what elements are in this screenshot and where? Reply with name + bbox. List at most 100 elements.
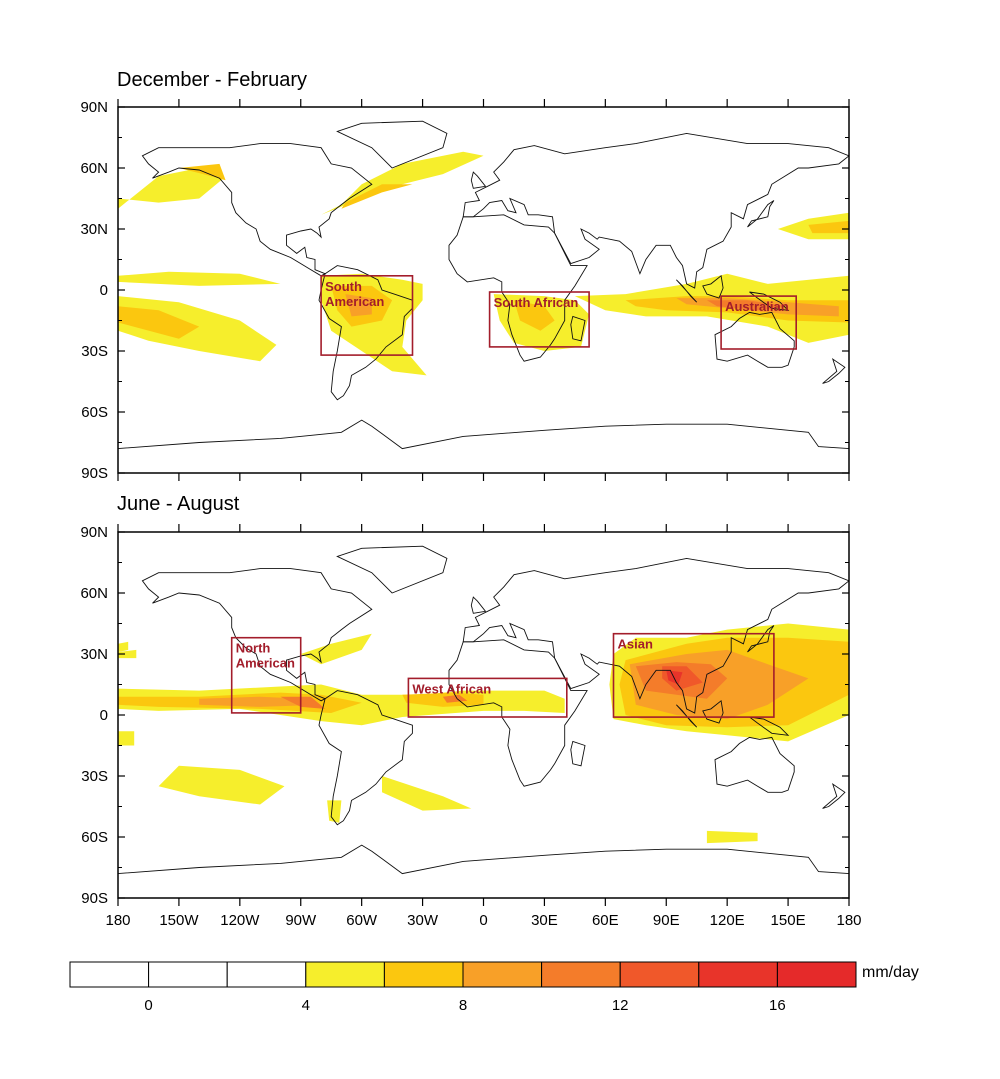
coastline	[747, 200, 775, 228]
coastline	[141, 143, 373, 277]
coastlines-jja	[118, 545, 849, 898]
colorbar-swatch	[462, 961, 543, 988]
precip-field	[514, 300, 555, 331]
coastline	[749, 291, 790, 311]
panel-title-jja: June - August	[117, 493, 240, 515]
precip-field	[118, 168, 224, 209]
colorbar-tick-label: 4	[302, 997, 310, 1014]
region-label-south-african: South African	[494, 295, 579, 310]
region-label-west-african: West African	[412, 681, 491, 696]
colorbar-swatch	[383, 961, 464, 988]
lat-tick-label: 60S	[81, 404, 108, 421]
precip-field	[345, 294, 372, 317]
colorbar-units: mm/day	[862, 964, 919, 981]
precip-field	[118, 271, 281, 286]
region-box-west-african	[407, 677, 568, 718]
precip-field	[158, 765, 285, 805]
colorbar-tick-label: 16	[769, 997, 786, 1014]
lat-tick-label: 90S	[81, 890, 108, 907]
precip-field	[300, 633, 372, 665]
colorbar-swatch	[541, 961, 621, 988]
colorbar-swatch	[148, 961, 228, 988]
coastline	[448, 639, 588, 787]
colorbar-swatch	[776, 961, 857, 988]
precip-field	[118, 731, 135, 746]
precip-field	[118, 649, 137, 659]
colorbar-swatch	[305, 961, 385, 988]
lat-tick-label: 60S	[81, 829, 108, 846]
precip-field	[706, 300, 789, 311]
region-box-south-american	[320, 274, 414, 356]
precip-field	[118, 641, 129, 652]
lon-tick-label: 150W	[159, 912, 199, 929]
lon-tick-label: 180	[836, 912, 861, 929]
lat-tick-label: 60N	[80, 160, 108, 177]
region-box-australian	[720, 295, 797, 350]
coastline	[318, 690, 413, 826]
coastline	[822, 357, 846, 384]
precip-field	[442, 694, 468, 703]
coastline	[714, 736, 795, 793]
lat-tick-label: 90N	[80, 524, 108, 541]
precip-field	[321, 151, 484, 215]
panel-title-djf: December - February	[117, 69, 307, 91]
lat-tick-label: 0	[100, 707, 108, 724]
lon-tick-label: 30W	[407, 912, 439, 929]
region-box-north-american	[230, 636, 302, 714]
coastline	[570, 740, 586, 767]
lon-tick-label: 90E	[653, 912, 680, 929]
coastline	[118, 419, 849, 473]
coastline	[676, 279, 698, 303]
lat-tick-label: 60N	[80, 585, 108, 602]
colorbar-swatch	[226, 961, 307, 988]
lon-tick-label: 0	[479, 912, 487, 929]
precip-field	[327, 800, 342, 823]
coastline	[676, 704, 698, 728]
region-box-asian	[612, 632, 775, 718]
colorbar-tick-label: 12	[612, 997, 629, 1014]
region-label-north-american: North American	[236, 641, 295, 671]
coastline	[570, 315, 586, 342]
lat-tick-label: 90N	[80, 99, 108, 116]
coastline	[336, 545, 448, 594]
map-panel-djf: South American South African Australian 90N…	[80, 99, 850, 482]
colorbar-tick-label: 0	[144, 997, 152, 1014]
precip-field	[280, 696, 326, 709]
precip-field	[341, 184, 413, 209]
colorbar: 0 4 8 12 16	[69, 961, 857, 1014]
region-label-asian: Asian	[618, 637, 653, 652]
region-label-south-american: South American	[325, 279, 384, 309]
colorbar-tick-label: 8	[459, 997, 467, 1014]
lat-tick-label: 30S	[81, 768, 108, 785]
precip-field	[118, 306, 200, 339]
coastline	[118, 844, 849, 898]
lon-tick-label: 180	[105, 912, 130, 929]
coastline	[462, 557, 849, 714]
lon-tick-label: 90W	[285, 912, 317, 929]
coastline	[448, 214, 588, 362]
lon-tick-label: 150E	[771, 912, 806, 929]
lon-tick-label: 120W	[220, 912, 260, 929]
map-panel-jja: North American West African Asian 90N 60N 30N…	[80, 524, 862, 929]
coastline	[470, 171, 487, 189]
lon-tick-label: 30E	[531, 912, 558, 929]
coastline	[318, 265, 413, 401]
precip-field	[382, 776, 472, 811]
coastline	[747, 625, 775, 653]
lat-tick-label: 90S	[81, 465, 108, 482]
coastline	[702, 699, 724, 724]
coastline	[462, 132, 849, 289]
coastline	[822, 782, 846, 809]
lon-tick-label: 120E	[710, 912, 745, 929]
lat-tick-label: 30N	[80, 646, 108, 663]
colorbar-swatch	[69, 961, 150, 988]
coastlines-djf	[118, 120, 849, 473]
coastline	[749, 716, 790, 736]
coastline	[336, 120, 448, 169]
coastline	[702, 274, 724, 299]
coastline	[470, 596, 487, 614]
lon-tick-label: 60E	[592, 912, 619, 929]
lon-tick-label: 60W	[346, 912, 378, 929]
coastline	[714, 311, 795, 368]
